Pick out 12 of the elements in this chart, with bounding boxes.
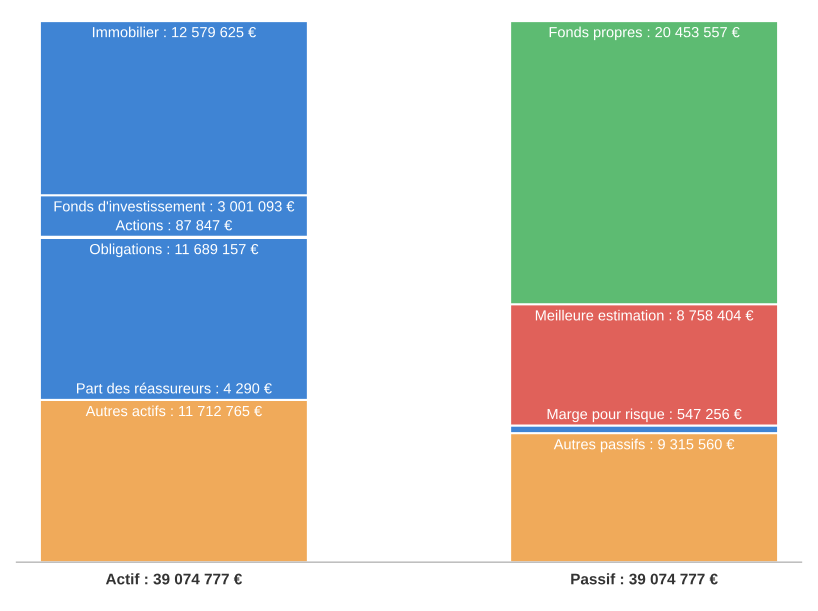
data-label: Actions : 87 847 € (116, 220, 232, 230)
data-label: Part des réassureurs : 4 290 € (77, 382, 272, 394)
data-label: Meilleure estimation : 8 758 404 € (536, 310, 754, 321)
x-tick-label: Actif : 39 074 777 € (106, 573, 242, 584)
data-label: Autres passifs : 9 315 560 € (554, 438, 734, 452)
data-label: Marge pour risque : 547 256 € (548, 408, 742, 422)
data-label: Autres actifs : 11 712 765 € (86, 405, 262, 416)
data-label: Immobilier : 12 579 625 € (92, 26, 256, 38)
data-label: Obligations : 11 689 157 € (90, 244, 258, 258)
data-label: Fonds d'investissement : 3 001 093 € (54, 200, 294, 212)
data-label: Fonds propres : 20 453 557 € (550, 26, 740, 40)
x-tick-label: Passif : 39 074 777 € (571, 573, 718, 584)
